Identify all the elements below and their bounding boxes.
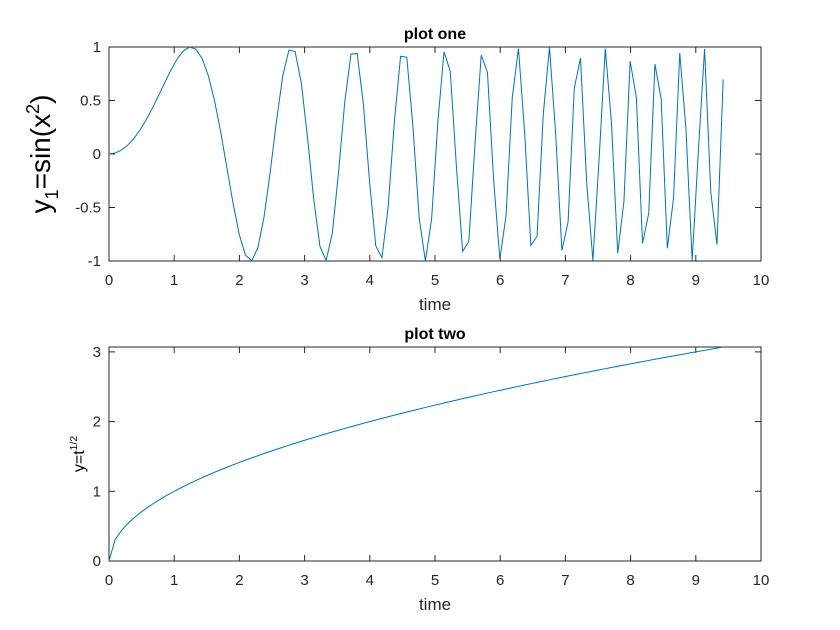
- plot-one-x-tick-label: 2: [235, 272, 243, 289]
- plot-one-y-label: y1=sin(x2): [23, 94, 62, 213]
- plot-one-y-label-sup: 2: [23, 104, 43, 114]
- plot-two-y-tick-label: 1: [93, 483, 101, 500]
- plot-two-y-label-sup: 1/2: [69, 436, 80, 451]
- plot-one-x-tick-label: 5: [431, 272, 439, 289]
- plot-two-x-tick-label: 10: [753, 572, 770, 589]
- plot-one-y-tick-label: 0.5: [80, 93, 101, 110]
- plot-two-y-ticks: 0 1 2 3: [93, 344, 761, 570]
- plot-two-x-tick-label: 9: [692, 572, 700, 589]
- plot-two-x-ticks: 0 1 2 3 4 5 6 7 8 9 10: [105, 347, 770, 589]
- plot-two-title: plot two: [404, 326, 466, 343]
- plot-one-y-label-base: y: [25, 200, 56, 214]
- plot-one-box: [108, 46, 762, 262]
- plot-two-x-tick-label: 0: [105, 572, 113, 589]
- plot-two-x-tick-label: 4: [366, 572, 374, 589]
- plot-one-x-tick-label: 4: [366, 272, 374, 289]
- plot-two-x-label: time: [419, 595, 451, 614]
- plot-one-x-tick-label: 8: [626, 272, 634, 289]
- plot-two-x-tick-label: 7: [561, 572, 569, 589]
- plot-two-series-line: [108, 346, 724, 562]
- plot-one-series-line: [108, 46, 724, 263]
- plot-two-x-tick-label: 2: [235, 572, 243, 589]
- plot-one-y-tick-label: 1: [93, 39, 101, 56]
- plot-one-y-label-sub: 1: [42, 189, 62, 199]
- plot-one-x-tick-label: 6: [496, 272, 504, 289]
- plot-two-x-tick-label: 1: [170, 572, 178, 589]
- plot-one-title: plot one: [404, 26, 466, 43]
- plot-one-x-tick-label: 9: [692, 272, 700, 289]
- plot-one-y-label-tail: ): [25, 94, 56, 103]
- plot-one-axes: plot one 0 1 2 3 4 5 6 7 8 9 10 -1 -0.5 0 0.5 1 time y…: [23, 26, 769, 314]
- plot-one-x-tick-label: 3: [300, 272, 308, 289]
- plot-two-y-label-base: y=t: [71, 450, 88, 472]
- plot-one-x-label: time: [419, 295, 451, 314]
- plot-two-y-tick-label: 3: [93, 344, 101, 361]
- plot-two-y-label: y=t1/2: [69, 436, 88, 472]
- plot-two-x-tick-label: 6: [496, 572, 504, 589]
- plot-two-x-tick-label: 5: [431, 572, 439, 589]
- plot-one-y-tick-label: -1: [88, 253, 101, 270]
- plot-two-x-tick-label: 8: [626, 572, 634, 589]
- plot-one-x-tick-label: 10: [753, 272, 770, 289]
- plot-one-y-label-mid: =sin(x: [25, 114, 56, 189]
- plot-two-box: [108, 346, 762, 562]
- plot-one-x-tick-label: 0: [105, 272, 113, 289]
- plot-one-x-tick-label: 1: [170, 272, 178, 289]
- plot-two-y-tick-label: 2: [93, 414, 101, 431]
- plot-two-axes: plot two 0 1 2 3 4 5 6 7 8 9 10 0 1 2 3 time y=t1/2: [69, 326, 769, 614]
- plot-one-y-tick-label: 0: [93, 146, 101, 163]
- plot-one-x-tick-label: 7: [561, 272, 569, 289]
- plot-one-y-tick-label: -0.5: [75, 200, 101, 217]
- plot-one-x-ticks: 0 1 2 3 4 5 6 7 8 9 10: [105, 47, 770, 289]
- plot-two-y-tick-label: 0: [93, 553, 101, 570]
- plot-two-x-tick-label: 3: [300, 572, 308, 589]
